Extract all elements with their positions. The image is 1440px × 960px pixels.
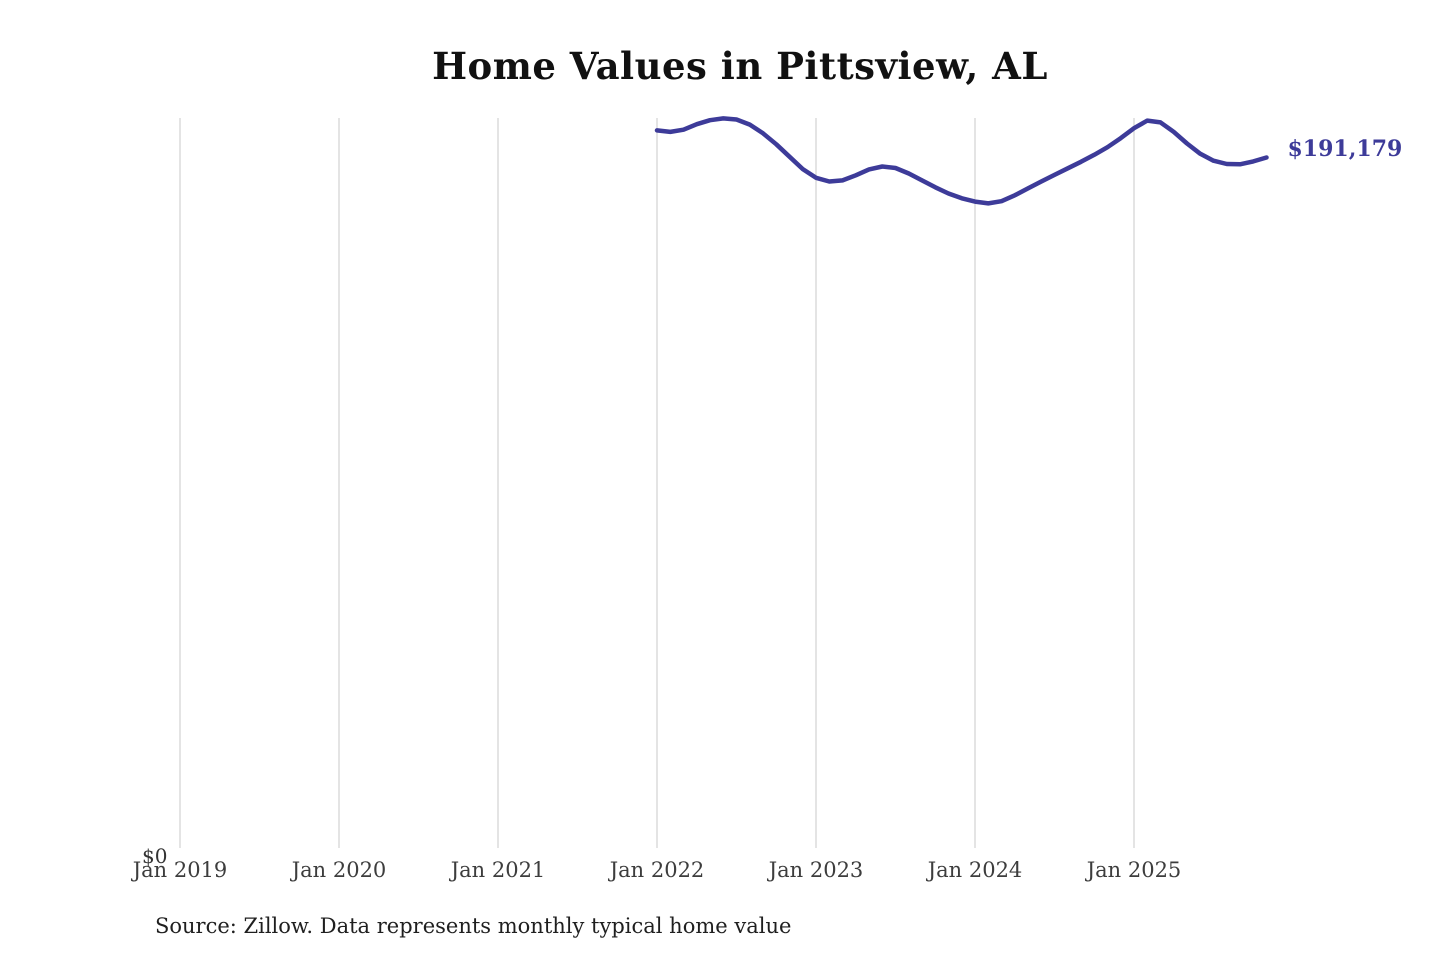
x-tick-label: Jan 2023	[768, 858, 864, 882]
chart-title: Home Values in Pittsview, AL	[432, 44, 1048, 88]
x-tick-label: Jan 2022	[609, 858, 705, 882]
x-tick-label: Jan 2020	[291, 858, 387, 882]
y-axis-zero-label: $0	[142, 844, 168, 868]
x-tick-label: Jan 2025	[1086, 858, 1182, 882]
x-tick-label: Jan 2024	[927, 858, 1023, 882]
latest-value-label: $191,179	[1287, 136, 1403, 163]
x-tick-label: Jan 2021	[450, 858, 546, 882]
x-tick-label: Jan 2019	[132, 858, 228, 882]
source-note: Source: Zillow. Data represents monthly …	[155, 914, 792, 938]
chart-line	[654, 116, 1269, 206]
